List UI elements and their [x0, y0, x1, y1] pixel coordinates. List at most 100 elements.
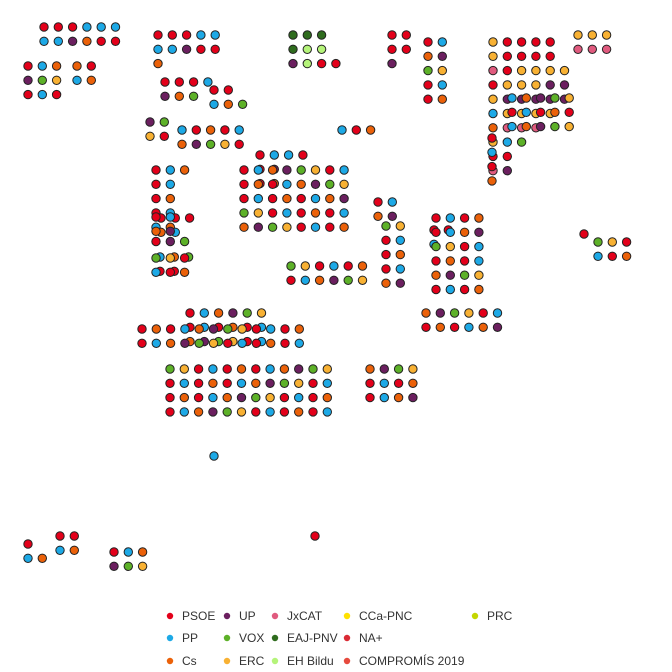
legend-item: PSOE [166, 609, 215, 623]
seat-dot-psoe [531, 51, 541, 61]
seat-dot-pp [464, 322, 474, 332]
seat-dot-psoe [621, 237, 632, 247]
legend-swatch [343, 634, 351, 642]
seat-dot-psoe [502, 151, 512, 162]
seat-dot-psoe [325, 165, 335, 175]
seat-dot-up [339, 193, 349, 204]
seat-dot-psoe [325, 208, 335, 218]
seat-dot-psoe [251, 364, 261, 374]
seat-dot-vox [550, 93, 560, 103]
seat-dot-up [180, 338, 190, 348]
seat-dot-erc [564, 121, 574, 132]
seat-dot-psoe [174, 77, 185, 87]
seat-dot-psoe [69, 531, 80, 541]
seat-dot-psoe [267, 193, 278, 204]
seat-dot-vox [308, 364, 318, 374]
seat-dot-psoe [381, 235, 391, 246]
seat-dot-psoe [381, 264, 391, 274]
seat-dot-psoe [53, 22, 63, 32]
seat-dot-cs [51, 61, 62, 71]
legend-label: PP [182, 631, 198, 645]
seat-dot-pp [474, 256, 484, 266]
seat-dot-psoe [110, 36, 121, 46]
seat-dot-pp [507, 121, 517, 132]
legend-swatch [343, 657, 351, 665]
seat-dot-psoe [160, 77, 170, 87]
seat-dot-erc [516, 80, 527, 90]
seat-dot-cs [423, 51, 433, 61]
seat-dot-up [165, 226, 176, 237]
seat-dot-cs [445, 256, 455, 266]
seat-dot-cs [194, 324, 204, 334]
seat-dot-vox [593, 237, 603, 247]
seat-dot-psoe [365, 378, 375, 388]
seat-dot-erc [165, 253, 176, 263]
seat-dot-cs [165, 338, 176, 348]
seat-dot-pp [39, 36, 49, 46]
seat-dot-psoe [209, 85, 219, 95]
seat-dot-psoe [423, 94, 433, 104]
seat-dot-psoe [423, 37, 433, 47]
seat-dot-cs [223, 99, 234, 110]
seat-dot-cs [435, 322, 445, 332]
seat-dot-psoe [487, 161, 497, 172]
seat-dot-erc [437, 65, 447, 76]
legend-swatch [223, 612, 231, 620]
legend-item: VOX [223, 631, 264, 645]
seat-dot-cs [267, 165, 278, 175]
seat-dot-vox [165, 364, 175, 374]
seat-dot-cs [314, 275, 325, 285]
seat-dot-pp [282, 179, 292, 190]
seat-dot-pp [165, 179, 176, 190]
seat-dot-eajpnv [316, 30, 327, 40]
seat-dot-psoe [387, 44, 397, 54]
seat-dot-psoe [165, 378, 175, 388]
seat-dot-up [208, 324, 219, 334]
legend-label: EAJ-PNV [287, 631, 338, 645]
seat-dot-erc [474, 270, 484, 280]
legend-swatch [166, 634, 174, 642]
seat-dot-vox [159, 117, 170, 127]
seat-dot-cs [153, 58, 163, 69]
legend-swatch [271, 657, 279, 665]
seat-dot-cs [177, 139, 187, 150]
seat-dot-psoe [298, 150, 308, 160]
seat-dot-pp [474, 241, 484, 252]
seat-dot-pp [265, 407, 275, 417]
seat-dot-psoe [210, 44, 220, 54]
seat-dot-pp [179, 378, 190, 388]
seat-dot-psoe [487, 133, 497, 143]
legend-item: PRC [471, 609, 513, 623]
seat-dot-psoe [310, 531, 320, 541]
seat-dot-up [408, 392, 418, 403]
seat-dot-psoe [51, 89, 62, 100]
seat-dot-vox [393, 364, 404, 374]
seat-dot-pp [72, 75, 82, 86]
seat-dot-psoe [421, 322, 431, 332]
seat-dot-pp [153, 44, 163, 54]
seat-dot-pp [437, 80, 447, 90]
seat-dot-pp [253, 165, 263, 175]
seat-dot-psoe [325, 222, 335, 232]
seat-dot-pp [266, 324, 276, 334]
legend-label: CCa-PNC [359, 609, 413, 623]
seat-dot-psoe [279, 407, 290, 417]
seat-dot-psoe [351, 125, 361, 135]
seat-dot-cs [393, 392, 404, 403]
seat-dot-vox [286, 261, 296, 271]
seat-dot-erc [488, 51, 498, 61]
seat-dot-psoe [579, 229, 589, 239]
seat-dot-cs [179, 267, 190, 277]
seat-dot-pp [234, 125, 244, 135]
seat-dot-psoe [331, 58, 341, 69]
seat-dot-up [282, 165, 292, 175]
seat-dot-cs [82, 36, 92, 46]
seat-dot-cs [395, 249, 405, 260]
seat-dot-psoe [488, 80, 498, 90]
seat-dot-up [474, 227, 484, 238]
legend-swatch [271, 612, 279, 620]
seat-dot-pp [322, 407, 332, 417]
seat-dot-eajpnv [288, 44, 298, 54]
seat-dot-up [492, 322, 503, 332]
seat-dot-psoe [181, 30, 192, 40]
